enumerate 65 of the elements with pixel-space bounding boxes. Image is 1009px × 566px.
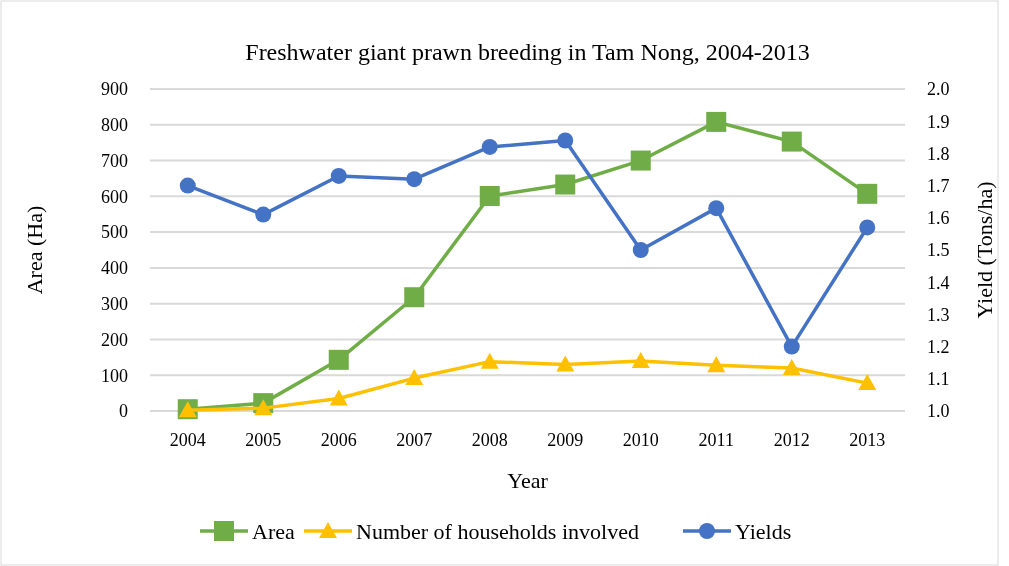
point: [631, 351, 650, 368]
y-tick-label: 900: [101, 79, 128, 100]
point: [706, 111, 727, 132]
point: [255, 206, 272, 223]
point: [329, 389, 348, 406]
point: [556, 355, 575, 372]
x-tick-label: 2011: [698, 430, 734, 450]
x-tick-label: 2004: [169, 430, 206, 450]
chart-title: Freshwater giant prawn breeding in Tam Nong, 2004-2013: [245, 39, 810, 65]
point: [858, 374, 877, 391]
y-tick-label: 400: [101, 258, 128, 279]
y-tick-label: 100: [101, 365, 128, 386]
point: [480, 352, 499, 369]
x-tick-label: 2007: [396, 430, 433, 450]
y-axis-title: Area (Ha): [22, 205, 47, 295]
x-tick-label: 2008: [471, 430, 508, 450]
y2-tick-label: 1.9: [927, 111, 950, 132]
point: [254, 399, 273, 416]
y2-tick-label: 1.4: [927, 272, 950, 293]
point: [406, 171, 423, 188]
point: [404, 287, 425, 308]
y-tick-label: 600: [101, 186, 128, 207]
x-axis-title: Year: [507, 468, 549, 493]
point: [782, 359, 801, 376]
y2-tick-label: 1.6: [927, 208, 950, 229]
point: [555, 174, 576, 195]
y2-tick-label: 1.2: [927, 336, 950, 357]
point: [630, 150, 651, 171]
x-tick-label: 2010: [622, 430, 659, 450]
y-tick-label: 300: [101, 293, 128, 314]
point: [708, 200, 725, 217]
y2-tick-label: 1.7: [927, 175, 950, 196]
point: [179, 177, 196, 194]
point: [859, 219, 876, 236]
point: [632, 242, 649, 258]
y-tick-label: 0: [119, 401, 128, 422]
point: [405, 369, 424, 386]
y2-tick-label: 1.0: [927, 401, 950, 422]
y-tick-label: 800: [101, 115, 128, 136]
y-tick-label: 700: [101, 150, 128, 171]
y2-tick-label: 1.8: [927, 143, 950, 164]
x-tick-label: 2009: [547, 430, 584, 450]
point: [557, 132, 574, 149]
point: [781, 131, 802, 152]
y-tick-label: 500: [101, 222, 128, 243]
x-tick-label: 2013: [849, 430, 886, 450]
y2-tick-label: 1.5: [927, 240, 950, 261]
point: [481, 138, 498, 155]
x-tick-label: 2006: [320, 430, 357, 450]
point: [479, 185, 500, 206]
point: [328, 349, 349, 370]
point: [707, 356, 726, 373]
x-tick-label: 2012: [773, 430, 810, 450]
y-tick-label: 200: [101, 329, 128, 350]
x-tick-label: 2005: [245, 430, 282, 450]
y2-tick-label: 1.1: [927, 369, 950, 390]
point: [857, 183, 878, 204]
point: [783, 338, 800, 355]
legend-label: Yields: [735, 518, 792, 544]
y2-axis-title: Yield (Tons/ha): [972, 181, 997, 319]
point: [330, 167, 347, 184]
y2-tick-label: 2.0: [927, 79, 950, 100]
y2-tick-label: 1.3: [927, 304, 950, 325]
legend-label: Area: [252, 518, 295, 544]
legend-label: Number of households involved: [356, 518, 639, 544]
